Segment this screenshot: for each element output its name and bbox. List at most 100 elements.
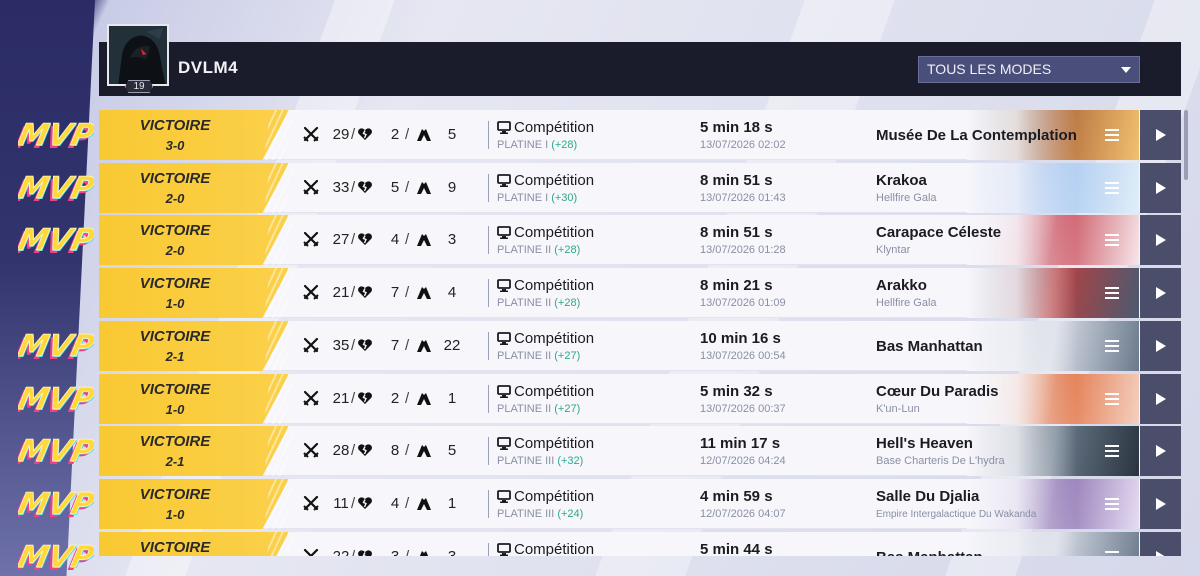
result-banner (99, 374, 289, 424)
mode-filter-value: TOUS LES MODES (927, 61, 1052, 77)
replay-button[interactable] (1140, 215, 1181, 265)
match-row[interactable]: VICTOIRE 1-0 21/2/1 Compétition PLATINE II (… (99, 374, 1181, 424)
map-name: Musée De La Contemplation (876, 127, 1077, 144)
replay-button[interactable] (1140, 532, 1181, 556)
kills-value: 22 (329, 548, 353, 556)
column-divider (488, 121, 489, 149)
play-icon (1156, 393, 1166, 405)
crossed-swords-icon (303, 126, 319, 142)
player-name: DVLM4 (178, 58, 239, 77)
replay-button[interactable] (1140, 163, 1181, 213)
scrollbar-thumb[interactable] (1184, 110, 1188, 180)
map-region: Empire Intergalactique Du Wakanda (876, 509, 1037, 520)
assists-value: 22 (443, 337, 461, 354)
mode-name: Compétition (497, 330, 594, 349)
column-divider (488, 332, 489, 360)
replay-button[interactable] (1140, 268, 1181, 318)
menu-icon[interactable] (1105, 551, 1119, 556)
result-banner (99, 110, 289, 160)
replay-button[interactable] (1140, 479, 1181, 529)
replay-button[interactable] (1140, 110, 1181, 160)
menu-icon[interactable] (1105, 445, 1119, 457)
match-duration: 10 min 16 s (700, 330, 781, 347)
menu-icon[interactable] (1105, 498, 1119, 510)
replay-button[interactable] (1140, 426, 1181, 476)
match-row[interactable]: VICTOIRE 2-0 27/4/3 Compétition PLATINE II (… (99, 215, 1181, 265)
play-icon (1156, 551, 1166, 556)
map-name: Hell's Heaven (876, 435, 973, 452)
crossed-swords-icon (303, 179, 319, 195)
stat-separator: / (351, 179, 356, 196)
match-datetime: 13/07/2026 00:54 (700, 350, 786, 362)
svg-text:MVP: MVP (18, 487, 94, 522)
match-row[interactable]: VICTOIRE 2-1 28/8/5 Compétition PLATINE III … (99, 426, 1181, 476)
mode-filter-dropdown[interactable]: TOUS LES MODES (918, 56, 1140, 83)
broken-heart-icon (357, 390, 373, 406)
match-row[interactable]: VICTOIRE 1-0 11/4/1 Compétition PLATINE III … (99, 479, 1181, 529)
mode-name: Compétition (497, 277, 594, 296)
menu-icon[interactable] (1105, 340, 1119, 352)
stat-separator: / (405, 284, 410, 301)
play-icon (1156, 234, 1166, 246)
result-banner (99, 532, 289, 556)
match-duration: 5 min 44 s (700, 541, 773, 556)
stat-separator: / (351, 337, 356, 354)
deaths-value: 3 (383, 548, 407, 556)
rank-name: PLATINE I (497, 139, 552, 151)
column-divider (488, 226, 489, 254)
svg-text:MVP: MVP (18, 172, 94, 207)
stat-separator: / (405, 231, 410, 248)
menu-icon[interactable] (1105, 287, 1119, 299)
replay-button[interactable] (1140, 321, 1181, 371)
rank-info: PLATINE II (+28) (497, 297, 580, 309)
menu-icon[interactable] (1105, 234, 1119, 246)
stat-separator: / (351, 284, 356, 301)
match-row[interactable]: VICTOIRE 2-1 35/7/22 Compétition PLATINE II … (99, 321, 1181, 371)
map-thumbnail-fade (967, 479, 1077, 529)
rank-info: PLATINE I (+28) (497, 139, 577, 151)
map-thumbnail-fade (967, 374, 1077, 424)
mode-label: Compétition (514, 119, 595, 136)
svg-text:MVP: MVP (18, 224, 94, 259)
result-label: VICTOIRE (139, 275, 211, 292)
crossed-swords-icon (303, 231, 319, 247)
svg-text:MVP: MVP (18, 541, 94, 576)
match-row[interactable]: VICTOIRE 1-0 21/7/4 Compétition PLATINE II (… (99, 268, 1181, 318)
stat-separator: / (405, 337, 410, 354)
svg-text:MVP: MVP (18, 171, 94, 206)
level-badge: 19 (125, 80, 153, 93)
match-row[interactable]: VICTOIRE 2-0 33/5/9 Compétition PLATINE I (+… (99, 163, 1181, 213)
menu-icon[interactable] (1105, 182, 1119, 194)
map-name: Carapace Céleste (876, 224, 1002, 241)
broken-heart-icon (357, 495, 373, 511)
avatar[interactable] (107, 24, 169, 86)
match-row[interactable]: VICTOIRE 3-0 29/2/5 Compétition PLATINE I (+… (99, 110, 1181, 160)
result-label: VICTOIRE (139, 222, 211, 239)
mode-name: Compétition (497, 224, 594, 243)
rank-name: PLATINE II (497, 403, 555, 415)
map-thumbnail-fade (967, 321, 1077, 371)
stat-separator: / (351, 495, 356, 512)
map-name: Salle Du Djalia (876, 488, 980, 505)
crossed-swords-icon (303, 284, 319, 300)
rank-delta: (+28) (554, 244, 581, 256)
result-banner (99, 321, 289, 371)
match-row[interactable]: VICTOIRE22/3/3Compétition5 min 44 sBas M… (99, 532, 1181, 556)
menu-icon[interactable] (1105, 393, 1119, 405)
rank-info: PLATINE II (+27) (497, 403, 580, 415)
monitor-icon (497, 385, 511, 402)
replay-button[interactable] (1140, 374, 1181, 424)
rank-delta: (+28) (551, 139, 578, 151)
crossed-swords-icon (303, 548, 319, 556)
result-score: 2-0 (165, 191, 185, 206)
svg-text:MVP: MVP (18, 226, 94, 260)
menu-icon[interactable] (1105, 129, 1119, 141)
result-banner (99, 426, 289, 476)
map-thumbnail-fade (967, 163, 1077, 213)
kills-value: 21 (332, 284, 350, 301)
map-thumbnail-fade (967, 110, 1077, 160)
match-datetime: 12/07/2026 04:07 (700, 508, 786, 520)
deaths-value: 4 (390, 231, 400, 248)
result-banner (99, 268, 289, 318)
